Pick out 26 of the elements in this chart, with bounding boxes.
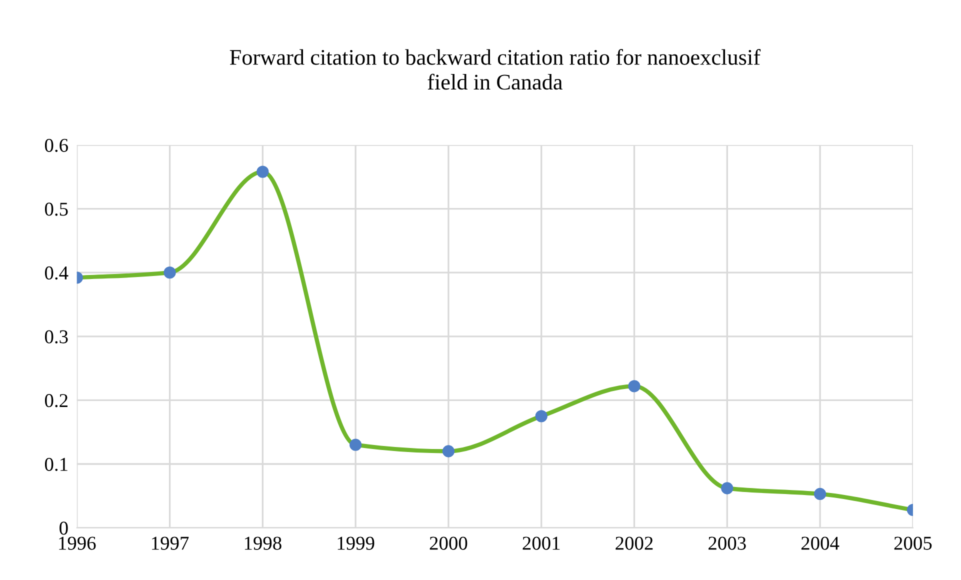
- x-tick-label: 1996: [59, 536, 96, 550]
- point: [535, 410, 548, 422]
- x-tick-label: 2005: [894, 536, 932, 550]
- x-tick-label: 2004: [801, 536, 840, 550]
- point: [721, 482, 734, 494]
- x-tick-label: 1998: [244, 536, 282, 550]
- y-tick-label: 0.5: [44, 202, 68, 216]
- y-tick-label: 0.6: [44, 138, 68, 152]
- x-tick-label: 2002: [616, 536, 653, 550]
- x-tick-label: 1997: [152, 536, 189, 550]
- x-tick-label: 1999: [338, 536, 374, 550]
- point: [628, 380, 640, 392]
- y-tick-label: 0.3: [44, 330, 68, 344]
- x-tick-label: 2003: [708, 536, 746, 550]
- point: [349, 438, 362, 451]
- y-tick-label: 0.4: [44, 266, 68, 280]
- y-tick-label: 0.2: [44, 394, 68, 408]
- chart-title: Forward citation to backward citation ratio for nanoexclusif field in Canada: [230, 49, 761, 90]
- point: [442, 445, 455, 458]
- point: [814, 488, 826, 500]
- y-tick-label: 0.1: [44, 458, 68, 472]
- y-tick-label: 0: [60, 522, 68, 535]
- x-tick-label: 2000: [430, 536, 468, 550]
- x-tick-label: 2001: [522, 536, 560, 550]
- point: [164, 266, 176, 279]
- point: [256, 166, 269, 178]
